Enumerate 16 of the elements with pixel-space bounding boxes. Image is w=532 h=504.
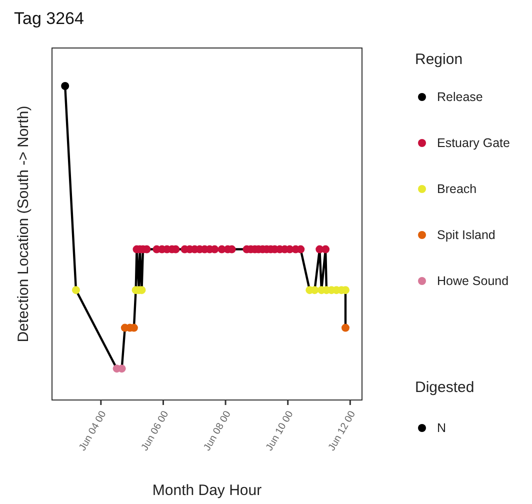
x-tick-label: Jun 06 00	[140, 408, 172, 453]
legend-label: Spit Island	[437, 228, 496, 242]
legend-label: Release	[437, 90, 483, 104]
text: N	[437, 421, 446, 435]
x-tick-label: Jun 08 00	[202, 408, 234, 453]
x-tick-label: Jun 10 00	[264, 408, 296, 453]
x-tick-label: Jun 04 00	[77, 408, 110, 453]
legend-label: Estuary Gate	[437, 136, 510, 150]
legend-label: Breach	[437, 182, 477, 196]
x-tick-label: Jun 12 00	[326, 408, 358, 453]
x-axis-title: Month Day Hour	[152, 482, 262, 499]
chart-title: Tag 3264	[14, 9, 84, 28]
y-axis-title: Detection Location (South -> North)	[15, 106, 32, 342]
legend-title: Region	[415, 51, 463, 68]
text: Digested	[415, 379, 474, 396]
legend-label: Howe Sound	[437, 274, 509, 288]
